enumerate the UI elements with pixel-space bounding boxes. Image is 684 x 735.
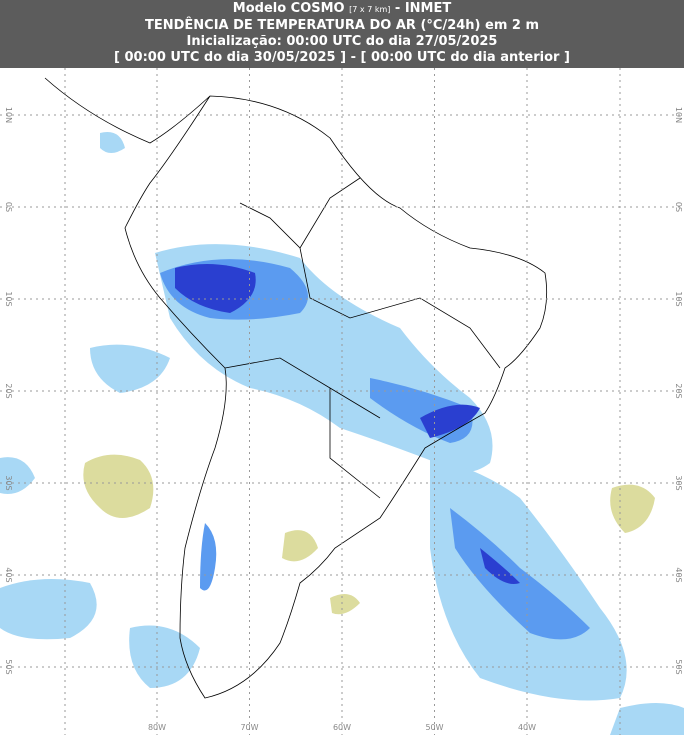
mid-blue [160, 259, 590, 640]
lat-label: 10N [4, 107, 13, 123]
init: Inicialização: 00:00 UTC do dia 27/05/20… [186, 34, 498, 49]
lon-label: 50W [425, 723, 443, 732]
lon-label: 60W [333, 723, 351, 732]
lat-label: 0S [4, 202, 13, 212]
yellow-patches [83, 454, 655, 615]
lat-label: 10N [674, 107, 683, 123]
lat-label: 30S [674, 475, 683, 490]
lon-label: 40W [518, 723, 536, 732]
header-line: Modelo COSMO [7 x 7 km] - INMET [0, 1, 684, 18]
lat-label: 30S [4, 475, 13, 490]
lat-label: 0S [674, 202, 683, 212]
lon-label: 80W [148, 723, 166, 732]
lat-label: 20S [4, 383, 13, 398]
lat-label: 50S [674, 659, 683, 674]
lat-label: 10S [4, 291, 13, 306]
map: 10N 10N 0S 0S 10S 10S 20S 20S 30S 30S 40S 40S 50S 50S… [0, 68, 684, 735]
lat-label: 40S [4, 567, 13, 582]
lat-label: 50S [4, 659, 13, 674]
source: - INMET [394, 1, 452, 16]
coastline [44, 77, 548, 699]
lat-label: 10S [674, 291, 683, 306]
period: [ 00:00 UTC do dia 30/05/2025 ] - [ 00:0… [114, 50, 570, 65]
resolution: [7 x 7 km] [349, 5, 391, 14]
model: Modelo COSMO [232, 1, 345, 16]
title: TENDÊNCIA DE TEMPERATURA DO AR (°C/24h) … [144, 18, 540, 33]
lon-label: 70W [240, 723, 258, 732]
grid: 10N 10N 0S 0S 10S 10S 20S 20S 30S 30S 40S 40S 50S 50S… [0, 68, 684, 735]
lat-label: 20S [674, 383, 683, 398]
lat-label: 40S [674, 567, 683, 582]
header: Modelo COSMO [7 x 7 km] - INMET TENDÊNCI… [0, 0, 684, 68]
